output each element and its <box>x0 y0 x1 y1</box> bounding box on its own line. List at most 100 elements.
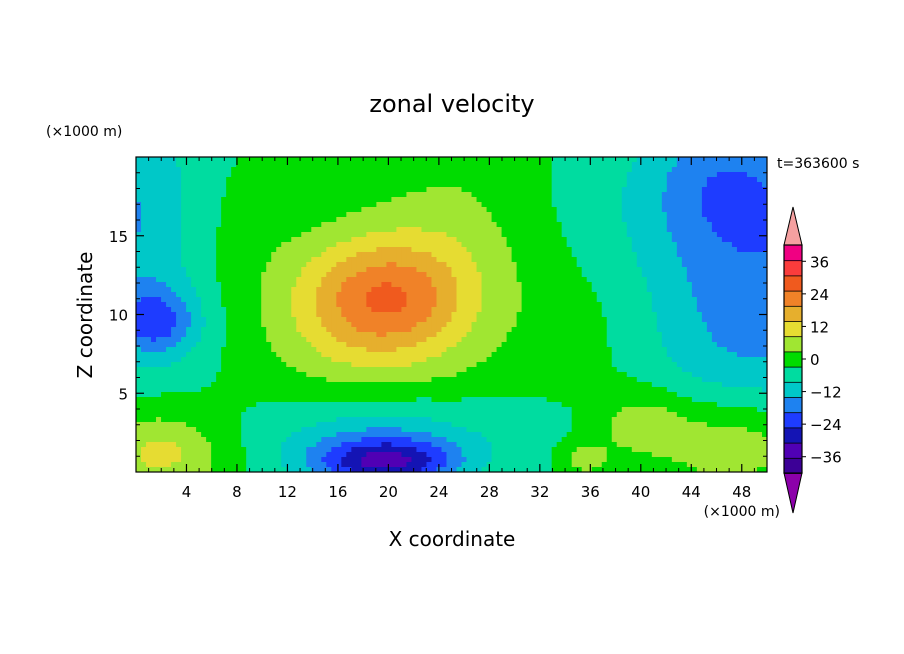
field-cell <box>561 202 568 208</box>
field-cell <box>251 202 257 208</box>
field-cell <box>416 202 423 208</box>
field-cell <box>386 337 393 343</box>
field-cell <box>246 222 252 228</box>
field-cell <box>286 262 292 268</box>
field-cell <box>681 247 688 253</box>
field-cell <box>231 282 237 288</box>
field-cell <box>371 192 377 198</box>
field-cell <box>516 247 523 253</box>
field-cell <box>441 257 448 263</box>
field-cell <box>581 162 588 168</box>
field-cell <box>386 192 393 198</box>
field-cell <box>741 347 748 353</box>
field-cell <box>366 222 372 228</box>
field-cell <box>631 192 638 198</box>
field-cell <box>166 207 172 213</box>
field-cell <box>381 352 387 358</box>
field-cell <box>566 227 573 233</box>
field-cell <box>291 197 297 203</box>
field-cell <box>386 317 393 323</box>
field-cell <box>511 282 518 288</box>
field-cell <box>701 172 708 178</box>
field-cell <box>746 167 753 173</box>
field-cell <box>136 277 142 283</box>
field-cell <box>301 227 307 233</box>
field-cell <box>146 227 152 233</box>
field-cell <box>741 292 748 298</box>
field-cell <box>581 217 588 223</box>
field-cell <box>681 312 688 318</box>
field-cell <box>726 337 733 343</box>
field-cell <box>141 177 147 183</box>
field-cell <box>566 292 573 298</box>
field-cell <box>376 212 382 218</box>
field-cell <box>496 212 503 218</box>
field-cell <box>236 202 242 208</box>
field-cell <box>406 247 413 253</box>
field-cell <box>401 237 408 243</box>
field-cell <box>556 277 563 283</box>
field-cell <box>521 317 528 323</box>
field-cell <box>226 237 232 243</box>
field-cell <box>281 202 287 208</box>
field-cell <box>471 352 478 358</box>
field-cell <box>141 292 147 298</box>
field-cell <box>351 237 357 243</box>
field-cell <box>246 307 252 313</box>
field-cell <box>676 347 683 353</box>
field-cell <box>151 342 157 348</box>
field-cell <box>676 307 683 313</box>
field-cell <box>621 277 628 283</box>
field-cell <box>236 332 242 338</box>
field-cell <box>671 267 678 273</box>
field-cell <box>436 317 443 323</box>
field-cell <box>441 302 448 308</box>
field-cell <box>571 312 578 318</box>
field-cell <box>391 162 398 168</box>
field-cell <box>411 232 418 238</box>
field-cell <box>756 332 763 338</box>
field-cell <box>511 262 518 268</box>
field-cell <box>501 247 508 253</box>
field-cell <box>286 212 292 218</box>
field-cell <box>256 252 262 258</box>
field-cell <box>756 227 763 233</box>
field-cell <box>456 242 463 248</box>
field-cell <box>501 297 508 303</box>
field-cell <box>236 177 242 183</box>
field-cell <box>391 237 398 243</box>
field-cell <box>311 252 317 258</box>
field-cell <box>356 237 362 243</box>
field-cell <box>281 227 287 233</box>
field-cell <box>721 337 728 343</box>
field-cell <box>336 162 342 168</box>
field-cell <box>196 327 202 333</box>
field-cell <box>156 212 162 218</box>
field-cell <box>281 322 287 328</box>
field-cell <box>556 302 563 308</box>
field-cell <box>666 172 673 178</box>
field-cell <box>336 292 342 298</box>
field-cell <box>146 177 152 183</box>
field-cell <box>656 282 663 288</box>
field-cell <box>446 222 453 228</box>
field-cell <box>621 182 628 188</box>
field-cell <box>186 262 192 268</box>
field-cell <box>406 172 413 178</box>
field-cell <box>151 167 157 173</box>
field-cell <box>701 217 708 223</box>
field-cell <box>256 227 262 233</box>
field-cell <box>646 242 653 248</box>
field-cell <box>721 232 728 238</box>
field-cell <box>431 182 438 188</box>
field-cell <box>176 352 182 358</box>
field-cell <box>651 292 658 298</box>
field-cell <box>636 257 643 263</box>
field-cell <box>606 192 613 198</box>
field-cell <box>201 267 207 273</box>
field-cell <box>201 302 207 308</box>
field-cell <box>196 232 202 238</box>
field-cell <box>756 212 763 218</box>
field-cell <box>446 227 453 233</box>
field-cell <box>241 327 247 333</box>
